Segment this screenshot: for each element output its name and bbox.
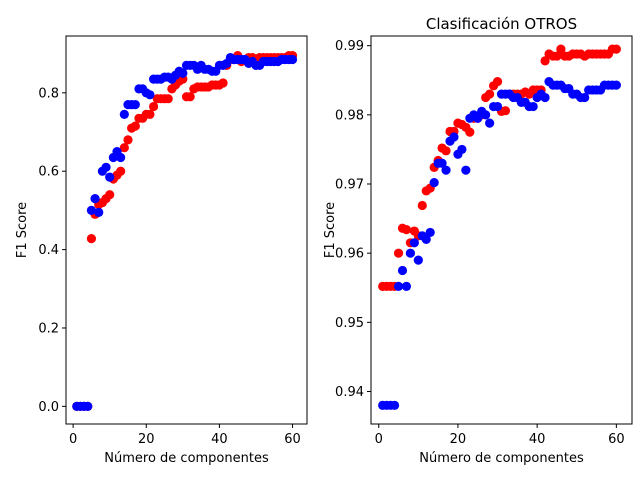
y-axis-label: F1 Score [323, 202, 338, 258]
x-axis-label: Número de componentes [104, 451, 269, 466]
data-point [105, 190, 115, 200]
data-point [148, 101, 159, 112]
data-point [130, 99, 140, 110]
data-point [119, 143, 129, 153]
data-point [485, 118, 495, 128]
axes-frame [370, 35, 633, 425]
data-point [492, 77, 503, 87]
data-point [556, 44, 566, 54]
y-tick-label: 0.0 [38, 400, 59, 415]
data-point [528, 101, 538, 112]
data-point [441, 165, 451, 175]
data-point [83, 401, 93, 411]
data-point [540, 56, 550, 66]
data-point [413, 255, 423, 265]
data-point [389, 400, 400, 410]
left-scatter-chart: 0 20 40 60 0.0 0.2 0.4 0.6 0.8 Número de componen… [15, 35, 308, 466]
x-tick-label: 60 [284, 432, 301, 447]
data-point [397, 265, 408, 276]
data-point [145, 90, 155, 100]
y-tick-label: 0.94 [335, 385, 364, 400]
data-point [611, 44, 621, 54]
data-point [425, 227, 435, 238]
x-tick-label: 20 [138, 432, 155, 447]
x-tick-label: 20 [450, 432, 467, 447]
y-tick-label: 0.97 [335, 178, 364, 193]
data-point [461, 165, 471, 175]
y-tick-label: 0.96 [335, 247, 364, 262]
data-point [123, 135, 133, 145]
data-point [119, 109, 129, 119]
data-point [163, 94, 173, 104]
data-point [500, 106, 511, 116]
y-tick-label: 0.98 [335, 108, 364, 123]
chart-title: Clasificación OTROS [426, 15, 577, 33]
data-point [552, 51, 562, 61]
data-point [540, 92, 550, 103]
right-scatter-chart: Clasificación OTROS 0 20 40 60 0.94 0.95 0.96 0.… [323, 15, 633, 466]
data-point [116, 166, 126, 176]
data-point [105, 172, 115, 182]
data-point [94, 207, 104, 217]
x-tick-label: 0 [375, 432, 383, 447]
data-point [178, 68, 188, 78]
data-points [378, 44, 621, 410]
x-tick-label: 40 [211, 432, 228, 447]
data-point [405, 248, 416, 258]
data-points [72, 51, 298, 411]
data-point [457, 144, 467, 155]
data-point [485, 89, 495, 99]
data-point [611, 80, 621, 90]
data-point [417, 200, 427, 211]
data-point [441, 146, 451, 156]
y-tick-label: 0.95 [335, 316, 364, 331]
data-point [393, 281, 404, 291]
data-point [437, 158, 447, 168]
data-point [86, 234, 97, 244]
data-point [116, 152, 126, 163]
data-point [145, 109, 155, 119]
data-point [481, 110, 491, 120]
data-point [90, 194, 100, 204]
y-tick-label: 0.4 [38, 243, 59, 258]
data-point [465, 127, 475, 137]
data-point [580, 92, 590, 103]
x-tick-label: 40 [529, 432, 546, 447]
data-point [287, 54, 298, 65]
data-point [101, 162, 111, 172]
y-axis-label: F1 Score [15, 202, 30, 258]
x-tick-label: 0 [69, 432, 77, 447]
data-point [86, 205, 97, 215]
x-tick-label: 60 [608, 432, 625, 447]
data-point [449, 132, 459, 142]
data-point [409, 238, 419, 248]
data-point [185, 92, 195, 102]
data-point [218, 78, 228, 88]
data-point [421, 234, 431, 244]
y-tick-label: 0.8 [38, 86, 59, 101]
data-point [401, 225, 412, 235]
y-tick-label: 0.99 [335, 39, 364, 54]
y-tick-label: 0.6 [38, 165, 59, 180]
y-tick-label: 0.2 [38, 321, 59, 336]
data-point [492, 101, 503, 112]
data-point [130, 121, 140, 131]
data-point [393, 248, 404, 258]
axes-frame [65, 35, 308, 425]
data-point [429, 178, 439, 188]
data-point [401, 281, 412, 291]
data-point [473, 113, 483, 123]
x-axis-label: Número de componentes [419, 451, 584, 466]
